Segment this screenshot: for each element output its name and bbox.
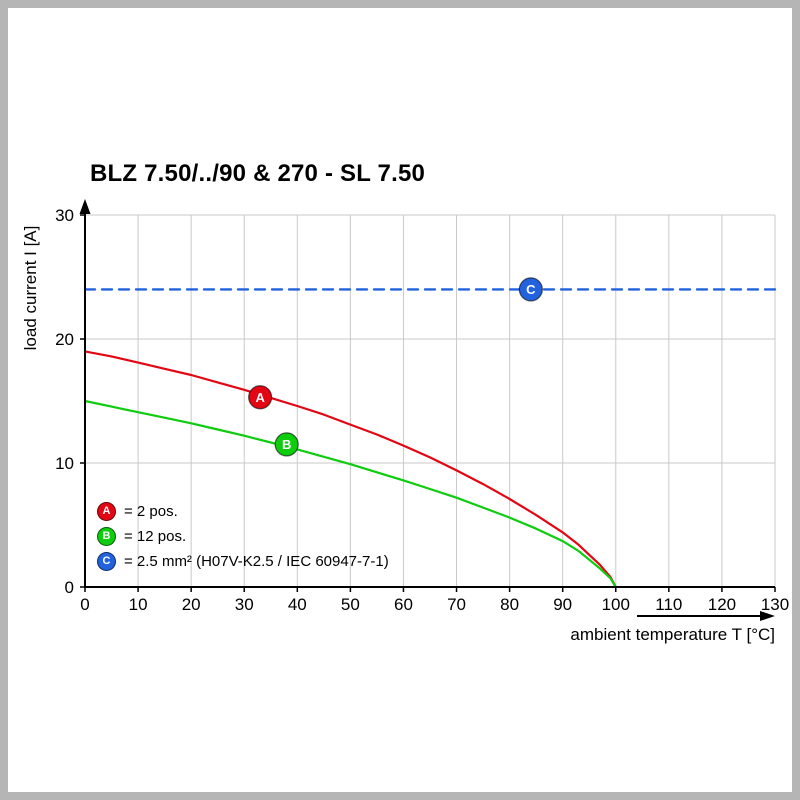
x-tick-label-10: 10 [129, 595, 148, 614]
x-tick-label-30: 30 [235, 595, 254, 614]
x-tick-label-60: 60 [394, 595, 413, 614]
legend-item-b: B = 12 pos. [97, 527, 389, 546]
curve-b [83, 399, 617, 589]
x-tick-label-110: 110 [655, 595, 682, 614]
legend-marker-letter-c: C [102, 555, 111, 567]
marker-a [248, 385, 273, 410]
legend-label-a: = 2 pos. [124, 503, 178, 520]
x-axis-title: ambient temperature T [°C] [570, 625, 775, 644]
y-axis-arrowhead [79, 199, 91, 214]
x-tick-label-20: 20 [182, 595, 201, 614]
legend-marker-b: B [97, 527, 116, 546]
y-tick-label-30: 30 [55, 206, 74, 225]
legend-marker-letter-a: A [102, 505, 111, 517]
legend-label-c: = 2.5 mm² (H07V-K2.5 / IEC 60947-7-1) [124, 553, 389, 570]
legend-marker-c: C [97, 552, 116, 571]
x-tick-label-100: 100 [602, 595, 630, 614]
legend-item-a: A = 2 pos. [97, 502, 389, 521]
x-axis-arrowhead [760, 611, 775, 621]
marker-c [518, 277, 543, 302]
marker-letter-b: B [282, 437, 291, 452]
legend-item-c: C = 2.5 mm² (H07V-K2.5 / IEC 60947-7-1) [97, 552, 389, 571]
curve-a [83, 350, 617, 589]
y-axis-title: load current I [A] [21, 226, 40, 351]
x-tick-label-0: 0 [80, 595, 89, 614]
x-tick-label-40: 40 [288, 595, 307, 614]
y-tick-label-10: 10 [55, 454, 74, 473]
x-tick-label-120: 120 [708, 595, 736, 614]
marker-letter-a: A [255, 390, 265, 405]
marker-letter-c: C [526, 282, 536, 297]
legend-marker-a: A [97, 502, 116, 521]
chart-title: BLZ 7.50/../90 & 270 - SL 7.50 [90, 160, 426, 187]
x-tick-label-130: 130 [761, 595, 789, 614]
marker-b [274, 432, 299, 457]
legend-label-b: = 12 pos. [124, 528, 187, 545]
x-tick-label-90: 90 [553, 595, 572, 614]
x-tick-label-80: 80 [500, 595, 519, 614]
x-tick-label-70: 70 [447, 595, 466, 614]
y-tick-label-0: 0 [65, 578, 74, 597]
x-tick-label-50: 50 [341, 595, 360, 614]
legend-marker-letter-b: B [102, 530, 111, 542]
chart-legend: A = 2 pos. B = 12 pos. C = 2.5 mm² (H07V… [97, 502, 389, 571]
y-tick-label-20: 20 [55, 330, 74, 349]
